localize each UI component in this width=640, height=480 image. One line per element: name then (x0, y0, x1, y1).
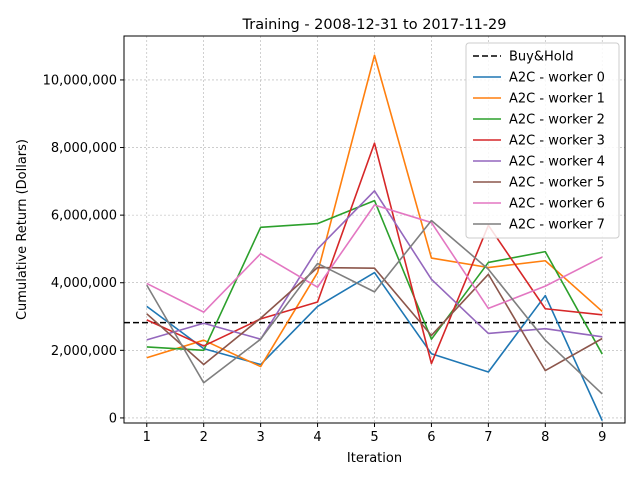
x-tick-label: 1 (143, 430, 151, 445)
x-tick-label: 3 (256, 430, 264, 445)
legend-label: A2C - worker 6 (509, 197, 605, 212)
series-line-worker-7 (146, 219, 603, 395)
legend-label: A2C - worker 2 (509, 113, 605, 128)
series-line-worker-6 (146, 204, 603, 313)
x-tick-label: 8 (541, 430, 549, 445)
chart-title: Training - 2008-12-31 to 2017-11-29 (242, 17, 507, 33)
legend-label: A2C - worker 3 (509, 134, 605, 149)
y-tick-label: 0 (109, 411, 117, 426)
legend: Buy&Hold A2C - worker 0 A2C - worker 1 A2C … (465, 42, 620, 239)
y-tick-label: 6,000,000 (51, 209, 117, 224)
series-line-worker-5 (146, 266, 603, 372)
legend-label: A2C - worker 4 (509, 155, 605, 170)
legend-label: A2C - worker 1 (509, 92, 605, 107)
x-tick-label: 5 (370, 430, 378, 445)
series-line-worker-4 (146, 190, 603, 341)
legend-label: A2C - worker 7 (509, 218, 605, 233)
ticks-layer: 1 2 3 4 5 6 7 8 9 0 2,000,000 4,000,000 6,000,000 8,0… (43, 73, 607, 445)
x-tick-label: 2 (200, 430, 208, 445)
legend-label: Buy&Hold (509, 50, 574, 65)
x-tick-label: 9 (598, 430, 606, 445)
series-layer (124, 54, 625, 421)
series-line-worker-0 (146, 271, 603, 421)
y-tick-label: 10,000,000 (43, 73, 117, 88)
y-tick-label: 2,000,000 (51, 344, 117, 359)
legend-box (465, 42, 620, 239)
x-tick-label: 6 (427, 430, 435, 445)
y-tick-label: 8,000,000 (51, 141, 117, 156)
x-tick-label: 7 (484, 430, 492, 445)
x-tick-label: 4 (313, 430, 321, 445)
y-axis-title: Cumulative Return (Dollars) (15, 139, 30, 320)
legend-label: A2C - worker 5 (509, 176, 605, 191)
y-tick-label: 4,000,000 (51, 276, 117, 291)
series-line-worker-2 (146, 199, 603, 355)
series-line-worker-3 (146, 142, 603, 365)
legend-label: A2C - worker 0 (509, 71, 605, 86)
x-axis-title: Iteration (347, 451, 402, 466)
